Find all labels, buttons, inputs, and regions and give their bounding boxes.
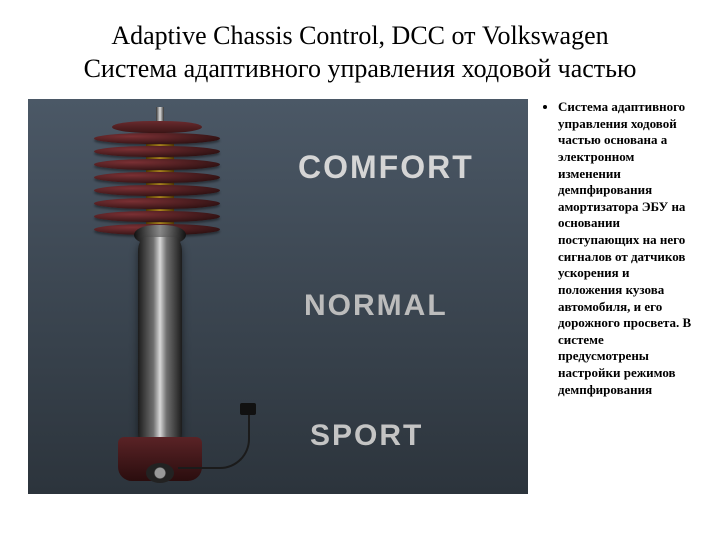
spring-coil [94,185,220,196]
description-column: Система адаптивного управления ходовой ч… [542,99,692,494]
slide: Adaptive Chassis Control, DCC от Volkswa… [0,0,720,540]
title-line-2: Система адаптивного управления ходовой ч… [84,54,637,83]
sensor-plug [240,403,256,415]
spring-coil [94,211,220,222]
content-row: COMFORT NORMAL SPORT Система адаптивного у… [28,99,692,494]
spring-coil [94,146,220,157]
shock-absorber-figure: COMFORT NORMAL SPORT [28,99,528,494]
title-line-1: Adaptive Chassis Control, DCC от Volkswa… [111,21,608,50]
sensor-cable [178,407,250,469]
mount-eye [146,463,174,483]
spring-coil [94,198,220,209]
mode-label-sport: SPORT [310,419,423,453]
mode-label-comfort: COMFORT [298,149,474,186]
description-bullet: Система адаптивного управления ходовой ч… [558,99,692,398]
spring-cap [112,121,202,133]
spring-coil [94,133,220,144]
spring-coil [94,159,220,170]
slide-title: Adaptive Chassis Control, DCC от Volkswa… [28,20,692,85]
damper-body [138,237,182,447]
mode-label-normal: NORMAL [304,289,448,323]
spring-coil [94,172,220,183]
shock-absorber-illustration [76,107,246,487]
